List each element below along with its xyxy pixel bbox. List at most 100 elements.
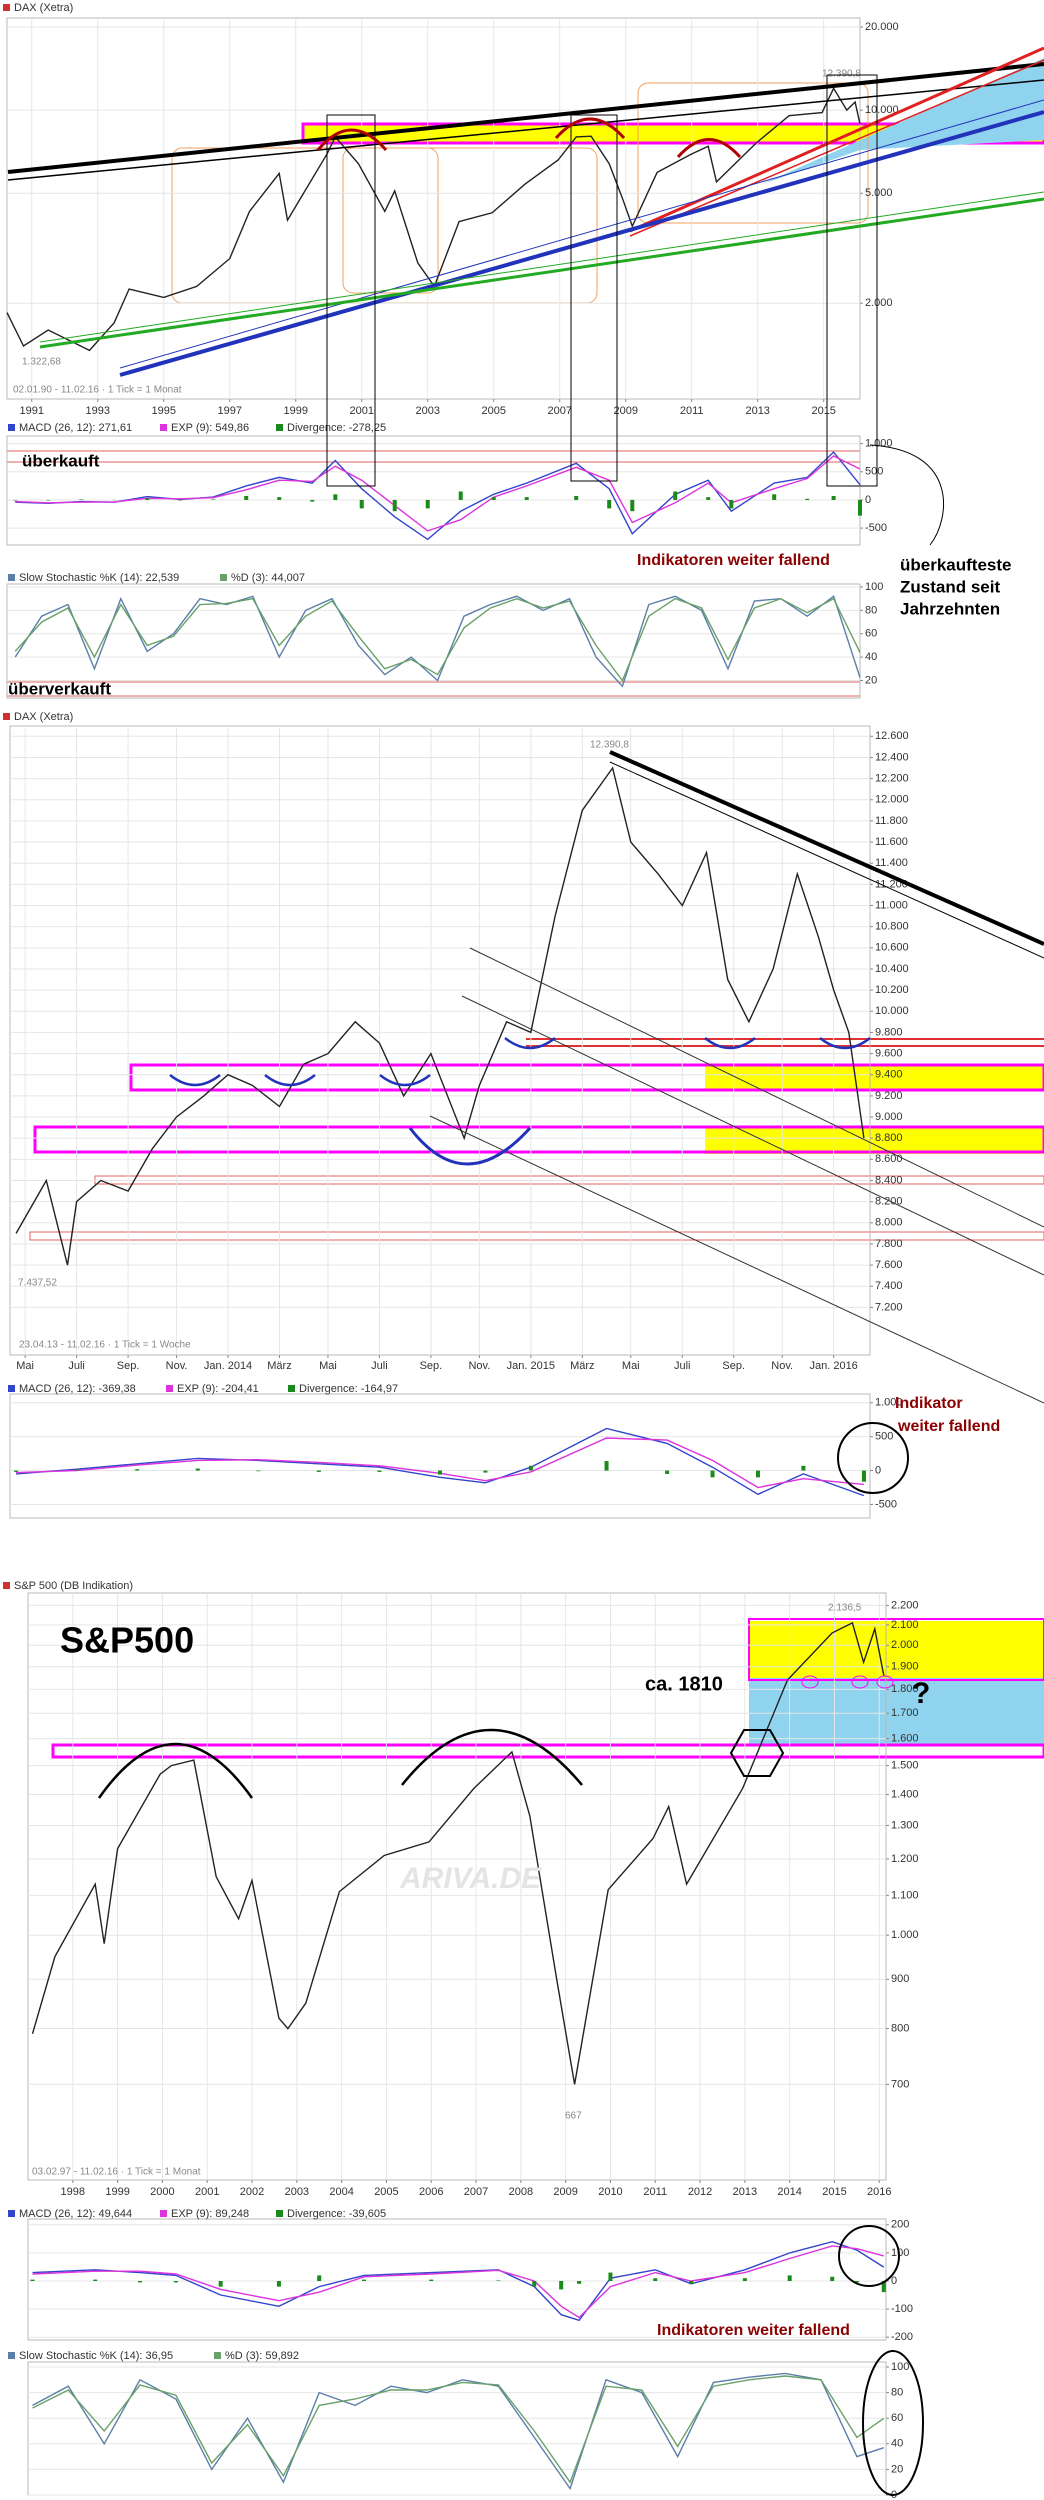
y-tick-label: -500 — [865, 522, 887, 534]
x-tick-label: 2010 — [598, 2186, 622, 2198]
divergence-bar — [854, 2281, 859, 2283]
x-tick-label: Jan. 2015 — [507, 1360, 555, 1372]
divergence-bar — [524, 497, 529, 500]
x-tick-label: Jan. 2016 — [809, 1360, 857, 1372]
legend-swatch — [276, 2210, 283, 2217]
title-icon — [3, 1582, 10, 1589]
y-tick-label: 9.200 — [875, 1090, 903, 1102]
x-tick-label: 2014 — [777, 2186, 801, 2198]
bracket — [869, 444, 945, 546]
orange-box — [637, 82, 869, 224]
divergence-bar — [577, 2281, 582, 2284]
y-tick-label: 60 — [891, 2412, 903, 2424]
divergence-bar — [604, 1461, 609, 1471]
divergence-bar — [801, 1465, 806, 1471]
x-tick-label: 1995 — [151, 405, 175, 417]
annotation: 667 — [565, 2111, 582, 2122]
y-tick-label: 8.600 — [875, 1153, 903, 1165]
y-tick-label: 10.200 — [875, 984, 909, 996]
annotation: ARIVA.DE — [399, 1862, 542, 1895]
divergence-bar — [79, 499, 84, 500]
annotation: Indikatoren weiter fallend — [637, 552, 830, 569]
x-tick-label: 2003 — [285, 2186, 309, 2198]
indicator-line — [14, 595, 861, 688]
trend-line — [609, 761, 1044, 959]
x-tick-label: 2011 — [680, 405, 704, 417]
date-range: 23.04.13 - 11.02.16 · 1 Tick = 1 Woche — [19, 1340, 191, 1351]
panel-frame — [6, 435, 861, 546]
divergence-bar — [532, 2281, 537, 2287]
magenta-box — [33, 1125, 1044, 1154]
x-tick-label: Juli — [68, 1360, 85, 1372]
legend-label: Divergence: -39,605 — [287, 2208, 386, 2220]
y-tick-label: 8.400 — [875, 1174, 903, 1186]
divergence-bar — [316, 1470, 321, 1472]
divergence-bar — [559, 2281, 564, 2290]
date-range: 02.01.90 - 11.02.16 · 1 Tick = 1 Monat — [13, 385, 182, 396]
x-tick-label: Mai — [319, 1360, 337, 1372]
marker-ellipse — [876, 1675, 894, 1689]
x-tick-label: Nov. — [166, 1360, 188, 1372]
divergence-bar — [14, 1470, 19, 1472]
annotation: Indikatoren weiter fallend — [657, 2322, 850, 2339]
annotation: weiter fallend — [897, 1418, 1000, 1435]
x-tick-label: Sep. — [722, 1360, 745, 1372]
x-tick-label: 1999 — [105, 2186, 129, 2198]
highlight-band — [705, 1128, 1044, 1154]
divergence-bar — [706, 497, 711, 500]
trend-line — [119, 99, 1044, 369]
y-tick-label: -500 — [875, 1498, 897, 1510]
divergence-bar — [729, 499, 734, 509]
legend-swatch — [8, 574, 15, 581]
y-tick-label: 0 — [865, 494, 871, 506]
x-tick-label: Sep. — [117, 1360, 140, 1372]
legend-swatch — [166, 1385, 173, 1392]
price-line — [15, 766, 865, 1266]
x-tick-label: 2015 — [822, 2186, 846, 2198]
indicator-line — [15, 451, 861, 541]
x-tick-label: Juli — [371, 1360, 388, 1372]
y-tick-label: 8.000 — [875, 1217, 903, 1229]
x-tick-label: 2006 — [419, 2186, 443, 2198]
y-tick-label: 12.200 — [875, 772, 909, 784]
panel-frame — [6, 583, 861, 699]
legend-swatch — [288, 1385, 295, 1392]
legend-swatch — [8, 2210, 15, 2217]
trend-line — [39, 197, 1044, 349]
panel-title: DAX (Xetra) — [14, 2, 73, 14]
y-tick-label: 11.600 — [875, 836, 908, 848]
divergence-bar — [881, 2281, 886, 2293]
y-tick-label: 11.800 — [875, 815, 908, 827]
divergence-bar — [429, 2279, 434, 2281]
x-tick-label: 1991 — [20, 405, 44, 417]
x-tick-label: 2011 — [643, 2186, 667, 2198]
y-tick-label: 1.000 — [891, 1929, 919, 1941]
x-tick-label: 2003 — [415, 405, 439, 417]
indicator-line — [32, 2372, 885, 2491]
legend-swatch — [160, 424, 167, 431]
x-tick-label: Sep. — [420, 1360, 443, 1372]
annotation: überkauft — [22, 451, 100, 470]
y-tick-label: 0 — [891, 2275, 897, 2287]
divergence-bar — [772, 494, 777, 500]
x-tick-label: 1998 — [61, 2186, 85, 2198]
divergence-bar — [218, 2281, 223, 2287]
level-box — [6, 681, 861, 697]
y-tick-label: 1.800 — [891, 1683, 919, 1695]
annotation: 7.437,52 — [18, 1278, 57, 1289]
y-tick-label: 9.400 — [875, 1069, 903, 1081]
divergence-bar — [93, 2279, 98, 2281]
x-tick-label: Jan. 2014 — [204, 1360, 252, 1372]
divergence-bar — [483, 1470, 488, 1473]
x-tick-label: 1993 — [86, 405, 110, 417]
legend-label: MACD (26, 12): 271,61 — [19, 422, 132, 434]
divergence-bar — [135, 1469, 140, 1471]
panel-title: DAX (Xetra) — [14, 711, 73, 723]
y-tick-label: 7.200 — [875, 1301, 903, 1313]
y-tick-label: 60 — [865, 628, 877, 640]
annotation: ? — [912, 1677, 930, 1710]
trend-line — [469, 947, 1044, 1228]
legend-label: Slow Stochastic %K (14): 22,539 — [19, 572, 179, 584]
y-tick-label: 1.000 — [875, 1397, 903, 1409]
divergence-bar — [359, 499, 364, 509]
